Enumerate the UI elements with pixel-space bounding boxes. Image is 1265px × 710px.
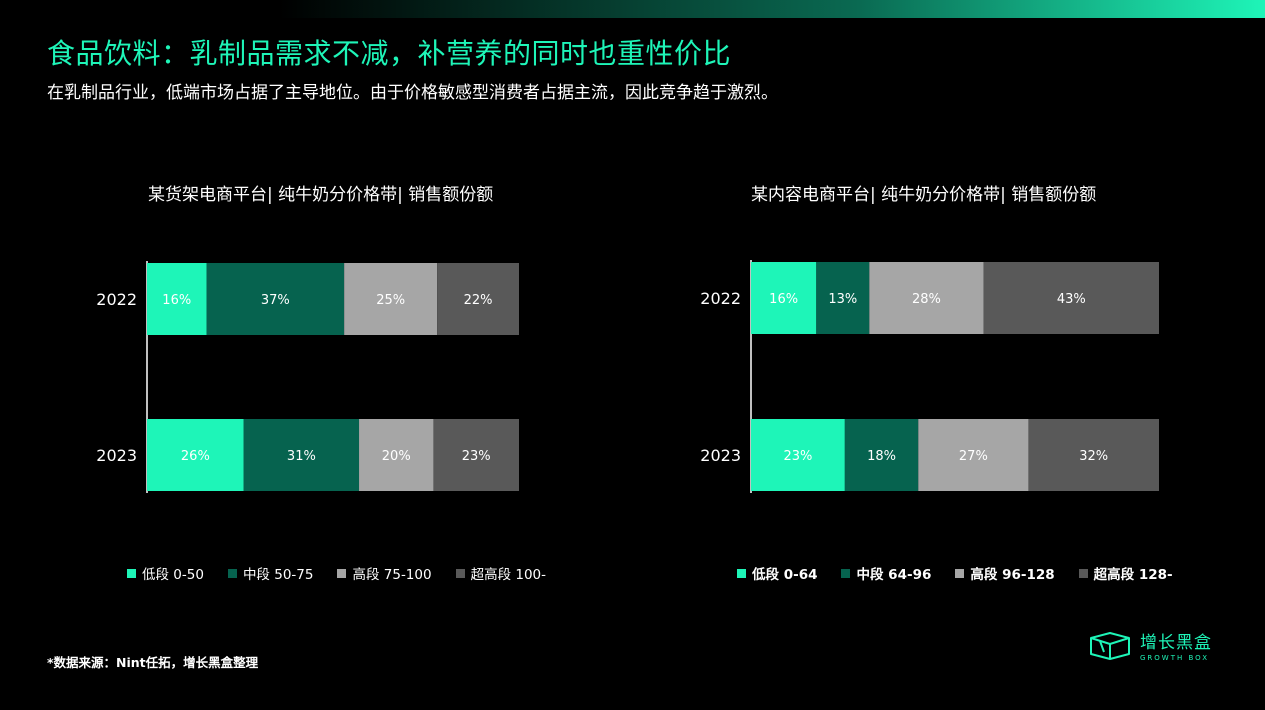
- bar-segment: [816, 262, 870, 334]
- legend-item: 高段 75-100: [337, 563, 432, 583]
- y-tick-label: 2022: [700, 289, 741, 308]
- bar-segment: [437, 263, 519, 335]
- chart-legend: 低段 0-64 中段 64-96 高段 96-128 超高段 128-: [737, 563, 1197, 583]
- data-label: 23%: [783, 449, 812, 464]
- bar-segment: [751, 419, 845, 491]
- bar-segment: [359, 419, 434, 491]
- bar-segment: [918, 419, 1029, 491]
- stacked-bar-chart: 2022 16% 13% 28% 43% 2023 23% 18% 27% 32%: [700, 260, 1159, 493]
- data-label: 37%: [261, 293, 290, 308]
- legend-item: 高段 96-128: [955, 563, 1055, 583]
- logo-subtitle: GROWTH BOX: [1140, 654, 1210, 662]
- data-label: 27%: [959, 449, 988, 464]
- y-tick-label: 2022: [96, 290, 137, 309]
- bar-segment: [433, 419, 519, 491]
- legend-swatch: [127, 568, 136, 578]
- legend-label: 超高段 100-: [470, 567, 547, 583]
- box-icon: [1088, 630, 1132, 666]
- legend-label: 低段 0-64: [752, 567, 818, 583]
- data-label: 20%: [382, 449, 411, 464]
- legend-swatch: [955, 568, 965, 578]
- legend-label: 高段 96-128: [970, 567, 1055, 583]
- page-title: 食品饮料：乳制品需求不减，补营养的同时也重性价比: [47, 37, 732, 70]
- page-subtitle: 在乳制品行业，低端市场占据了主导地位。由于价格敏感型消费者占据主流，因此竞争趋于…: [47, 83, 778, 103]
- legend-item: 超高段 128-: [1078, 563, 1173, 583]
- bar-segment: [344, 263, 438, 335]
- data-label: 16%: [769, 292, 798, 307]
- legend-swatch: [227, 568, 237, 578]
- chart-title: 某货架电商平台| 纯牛奶分价格带| 销售额份额: [148, 185, 494, 205]
- data-label: 32%: [1079, 449, 1108, 464]
- legend-label: 中段 64-96: [856, 567, 932, 583]
- legend-swatch: [841, 568, 851, 578]
- legend-swatch: [737, 568, 746, 578]
- source-footnote: *数据来源：Nint任拓，增长黑盒整理: [47, 655, 259, 670]
- legend-swatch: [1078, 568, 1088, 578]
- bar-segment: [751, 262, 817, 334]
- chart-title: 某内容电商平台| 纯牛奶分价格带| 销售额份额: [751, 185, 1097, 205]
- logo-name: 增长黑盒: [1140, 633, 1212, 653]
- y-tick-label: 2023: [700, 446, 741, 465]
- data-label: 13%: [828, 292, 857, 307]
- brand-logo: 增长黑盒 GROWTH BOX: [1088, 630, 1212, 666]
- legend-item: 超高段 100-: [455, 563, 547, 583]
- bar-segment: [147, 419, 244, 491]
- data-label: 23%: [462, 449, 491, 464]
- legend-item: 低段 0-50: [127, 563, 204, 583]
- legend-item: 中段 64-96: [841, 563, 931, 583]
- bar-segment: [243, 419, 360, 491]
- data-label: 22%: [464, 293, 493, 308]
- data-label: 28%: [912, 292, 941, 307]
- chart-legend: 低段 0-50 中段 50-75 高段 75-100 超高段 100-: [127, 563, 570, 583]
- data-label: 31%: [287, 449, 316, 464]
- legend-label: 低段 0-50: [142, 567, 204, 583]
- bar-segment: [1028, 419, 1159, 491]
- data-label: 18%: [867, 449, 896, 464]
- data-label: 43%: [1057, 292, 1086, 307]
- legend-item: 低段 0-64: [737, 563, 817, 583]
- bar-segment: [844, 419, 919, 491]
- bar-segment: [206, 263, 345, 335]
- legend-swatch: [337, 568, 347, 578]
- legend-label: 高段 75-100: [352, 567, 432, 583]
- legend-label: 超高段 128-: [1093, 567, 1173, 583]
- bar-segment: [147, 263, 207, 335]
- legend-swatch: [455, 568, 465, 578]
- y-tick-label: 2023: [96, 446, 137, 465]
- data-label: 25%: [376, 293, 405, 308]
- legend-item: 中段 50-75: [227, 563, 314, 583]
- legend-label: 中段 50-75: [242, 567, 314, 583]
- data-label: 26%: [181, 449, 210, 464]
- chart-panel-shelf-ecommerce: 某货架电商平台| 纯牛奶分价格带| 销售额份额 2022 16% 37% 25% 22%…: [60, 160, 580, 590]
- chart-panel-content-ecommerce: 某内容电商平台| 纯牛奶分价格带| 销售额份额 2022 16% 13% 28% 43%…: [665, 160, 1225, 590]
- data-label: 16%: [162, 293, 191, 308]
- bar-segment: [983, 262, 1159, 334]
- bar-segment: [869, 262, 984, 334]
- stacked-bar-chart: 2022 16% 37% 25% 22% 2023 26% 31% 20% 23%: [96, 261, 519, 493]
- top-gradient-bar: [0, 0, 1265, 18]
